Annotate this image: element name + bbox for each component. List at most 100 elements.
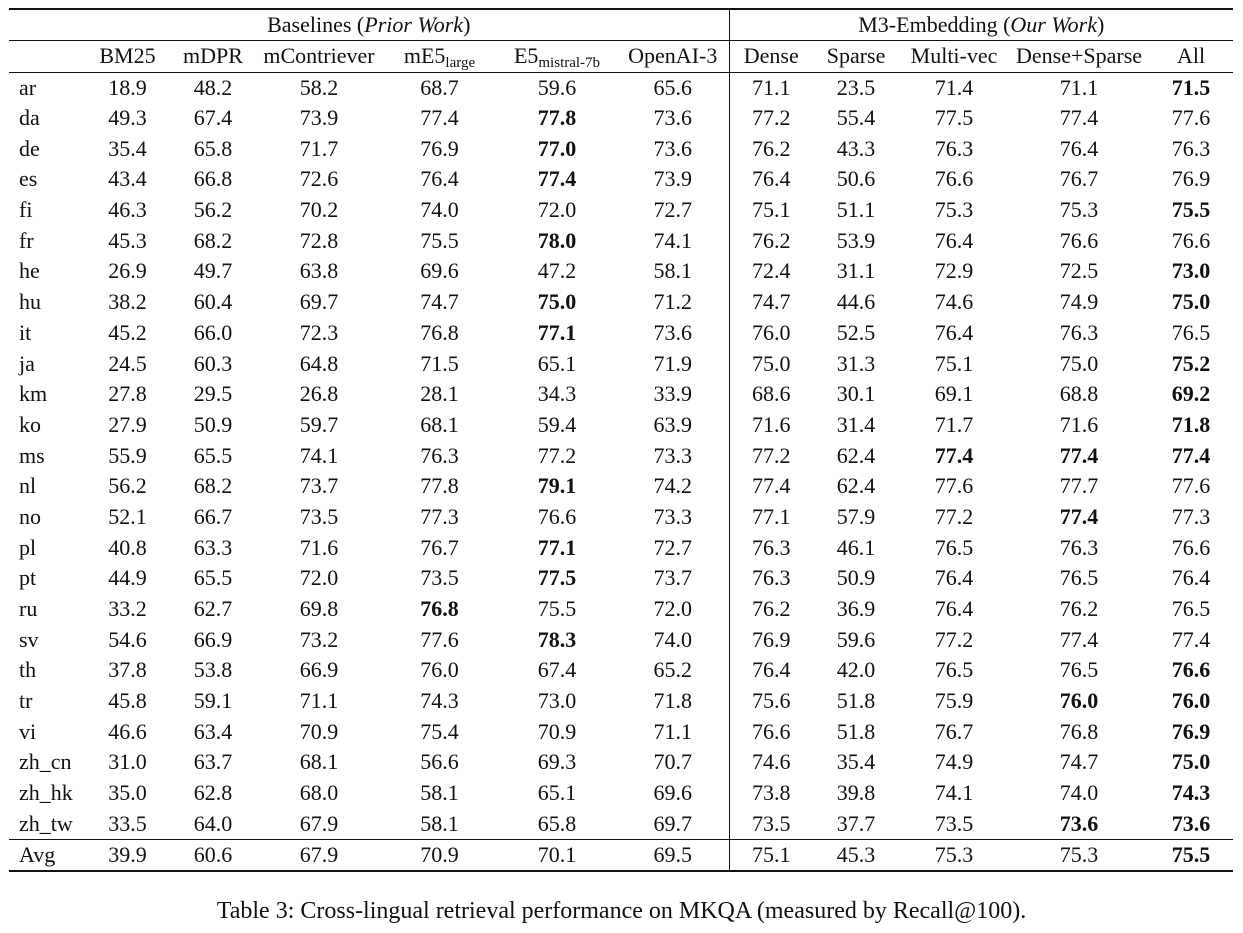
cell-fr-all: 76.6 [1171, 227, 1211, 253]
row-label: zh_tw [19, 810, 73, 836]
col-header-all: All [1149, 40, 1234, 73]
col-header-subscript: mistral-7b [538, 55, 601, 71]
cell-km-dense: 68.6 [752, 381, 791, 407]
cell-ms-all: 77.4 [1171, 442, 1211, 468]
cell-ms-sparse: 62.4 [836, 442, 876, 468]
cell-ko-dense: 71.6 [752, 411, 791, 437]
cell-da-e5: 77.8 [537, 105, 577, 131]
cell-fr-openai-3: 74.1 [617, 225, 730, 257]
group-title-italic: Prior Work [364, 11, 464, 37]
cell-Avg-mcontriever: 67.9 [256, 838, 382, 872]
cell-es-bm25: 43.4 [108, 166, 147, 192]
cell-zh_cn-e5: 69.3 [537, 749, 577, 775]
cell-zh_tw-multi-vec: 73.5 [934, 810, 974, 836]
cell-it-sparse: 52.5 [836, 319, 876, 345]
cell-fr-dense: 76.2 [752, 227, 791, 253]
group-header-m3-embedding: M3-Embedding (Our Work) [729, 9, 1234, 41]
cell-ru-e5: 75.5 [537, 596, 577, 622]
cell-km-dense-sparse: 68.8 [1059, 381, 1099, 407]
cell-km-me5: 28.1 [420, 381, 459, 407]
cell-ko-bm25: 27.9 [108, 411, 147, 437]
cell-vi-dense: 76.6 [752, 718, 791, 744]
cell-es-mcontriever: 72.6 [299, 166, 339, 192]
cell-pt-mcontriever: 72.0 [299, 565, 339, 591]
cell-es-dense-sparse: 76.7 [1059, 166, 1099, 192]
cell-he-sparse: 31.1 [836, 258, 876, 284]
cell-ja-dense: 75.0 [752, 350, 791, 376]
row-label: nl [19, 473, 37, 499]
cell-it-mcontriever: 72.3 [299, 319, 339, 345]
cell-tr-all: 76.0 [1171, 688, 1211, 714]
cell-ms-me5: 76.3 [420, 442, 459, 468]
row-label: pl [19, 534, 37, 560]
cell-hu-mcontriever: 69.7 [299, 289, 339, 315]
cell-vi-e5: 70.9 [537, 718, 577, 744]
table-row-sv: sv 54.6 66.9 73.2 77.6 78.3 74.0 76.9 59.6 77.2 77… [9, 624, 1233, 656]
col-header-multi-vec: Multi-vec [899, 40, 1010, 73]
cell-da-openai-3: 73.6 [617, 102, 730, 134]
cell-ko-multi-vec: 71.7 [934, 411, 974, 437]
table-row-fr: fr 45.3 68.2 72.8 75.5 78.0 74.1 76.2 53.9 76.4 76… [9, 225, 1233, 257]
cell-th-e5: 67.4 [537, 657, 577, 683]
cell-sv-dense-sparse: 77.4 [1059, 626, 1099, 652]
cell-Avg-bm25: 39.9 [85, 838, 170, 872]
cell-zh_hk-multi-vec: 74.1 [934, 780, 974, 806]
cell-fi-bm25: 46.3 [108, 197, 147, 223]
cell-ru-all: 76.5 [1171, 596, 1211, 622]
cell-hu-dense: 74.7 [752, 289, 791, 315]
cell-pt-dense-sparse: 76.5 [1059, 565, 1099, 591]
table-row-tr: tr 45.8 59.1 71.1 74.3 73.0 71.8 75.6 51.8 75.9 76… [9, 685, 1233, 717]
cell-zh_hk-dense-sparse: 74.0 [1059, 780, 1099, 806]
cell-hu-multi-vec: 74.6 [934, 289, 974, 315]
cell-it-bm25: 45.2 [108, 319, 147, 345]
cell-ms-bm25: 55.9 [108, 442, 147, 468]
row-label: zh_hk [19, 780, 73, 806]
cell-no-mcontriever: 73.5 [299, 503, 339, 529]
cell-vi-dense-sparse: 76.8 [1059, 718, 1099, 744]
cell-de-mcontriever: 71.7 [299, 135, 339, 161]
group-header-baselines: Baselines (Prior Work) [9, 9, 730, 41]
cell-no-openai-3: 73.3 [617, 501, 730, 533]
cell-nl-me5: 77.8 [420, 473, 459, 499]
cell-Avg-e5: 70.1 [497, 838, 617, 872]
cell-tr-multi-vec: 75.9 [934, 688, 974, 714]
table-row-no: no 52.1 66.7 73.5 77.3 76.6 73.3 77.1 57.9 77.2 77… [9, 501, 1233, 533]
cell-ja-all: 75.2 [1171, 350, 1211, 376]
cell-ru-dense: 76.2 [752, 596, 791, 622]
cell-he-mcontriever: 63.8 [299, 258, 339, 284]
cell-it-multi-vec: 76.4 [934, 319, 974, 345]
cell-fr-me5: 75.5 [420, 227, 459, 253]
avg-row: Avg 39.9 60.6 67.9 70.9 70.1 69.5 75.1 45.3 75.3 7… [9, 838, 1234, 872]
row-label: Avg [9, 838, 85, 872]
cell-pt-me5: 73.5 [420, 565, 459, 591]
cell-ar-sparse: 23.5 [836, 74, 876, 100]
row-label: sv [19, 626, 39, 652]
cell-zh_cn-mcontriever: 68.1 [299, 749, 339, 775]
cell-pl-all: 76.6 [1171, 534, 1211, 560]
cell-zh_hk-e5: 65.1 [537, 780, 577, 806]
cell-da-sparse: 55.4 [836, 105, 876, 131]
cell-zh_hk-mcontriever: 68.0 [299, 780, 339, 806]
cell-ar-dense-sparse: 71.1 [1059, 74, 1099, 100]
cell-ko-all: 71.8 [1171, 411, 1211, 437]
cell-hu-mdpr: 60.4 [193, 289, 233, 315]
row-label: ja [19, 350, 35, 376]
cell-ms-mcontriever: 74.1 [299, 442, 339, 468]
cell-ar-me5: 68.7 [420, 74, 459, 100]
cell-hu-dense-sparse: 74.9 [1059, 289, 1099, 315]
cell-ja-me5: 71.5 [420, 350, 459, 376]
cell-da-mcontriever: 73.9 [299, 105, 339, 131]
cell-da-dense: 77.2 [752, 105, 791, 131]
cell-pl-sparse: 46.1 [836, 534, 876, 560]
cell-da-mdpr: 67.4 [193, 105, 233, 131]
table-row-ru: ru 33.2 62.7 69.8 76.8 75.5 72.0 76.2 36.9 76.4 76… [9, 593, 1233, 625]
col-header-sparse: Sparse [813, 40, 900, 73]
cell-vi-multi-vec: 76.7 [934, 718, 974, 744]
cell-es-dense: 76.4 [752, 166, 791, 192]
cell-zh_hk-all: 74.3 [1171, 780, 1211, 806]
table-row-zh_cn: zh_cn 31.0 63.7 68.1 56.6 69.3 70.7 74.6 35.4 74.… [9, 747, 1233, 778]
cell-zh_cn-multi-vec: 74.9 [934, 749, 974, 775]
cell-km-sparse: 30.1 [836, 381, 876, 407]
cell-it-openai-3: 73.6 [617, 317, 730, 349]
cell-Avg-me5: 70.9 [382, 838, 497, 872]
